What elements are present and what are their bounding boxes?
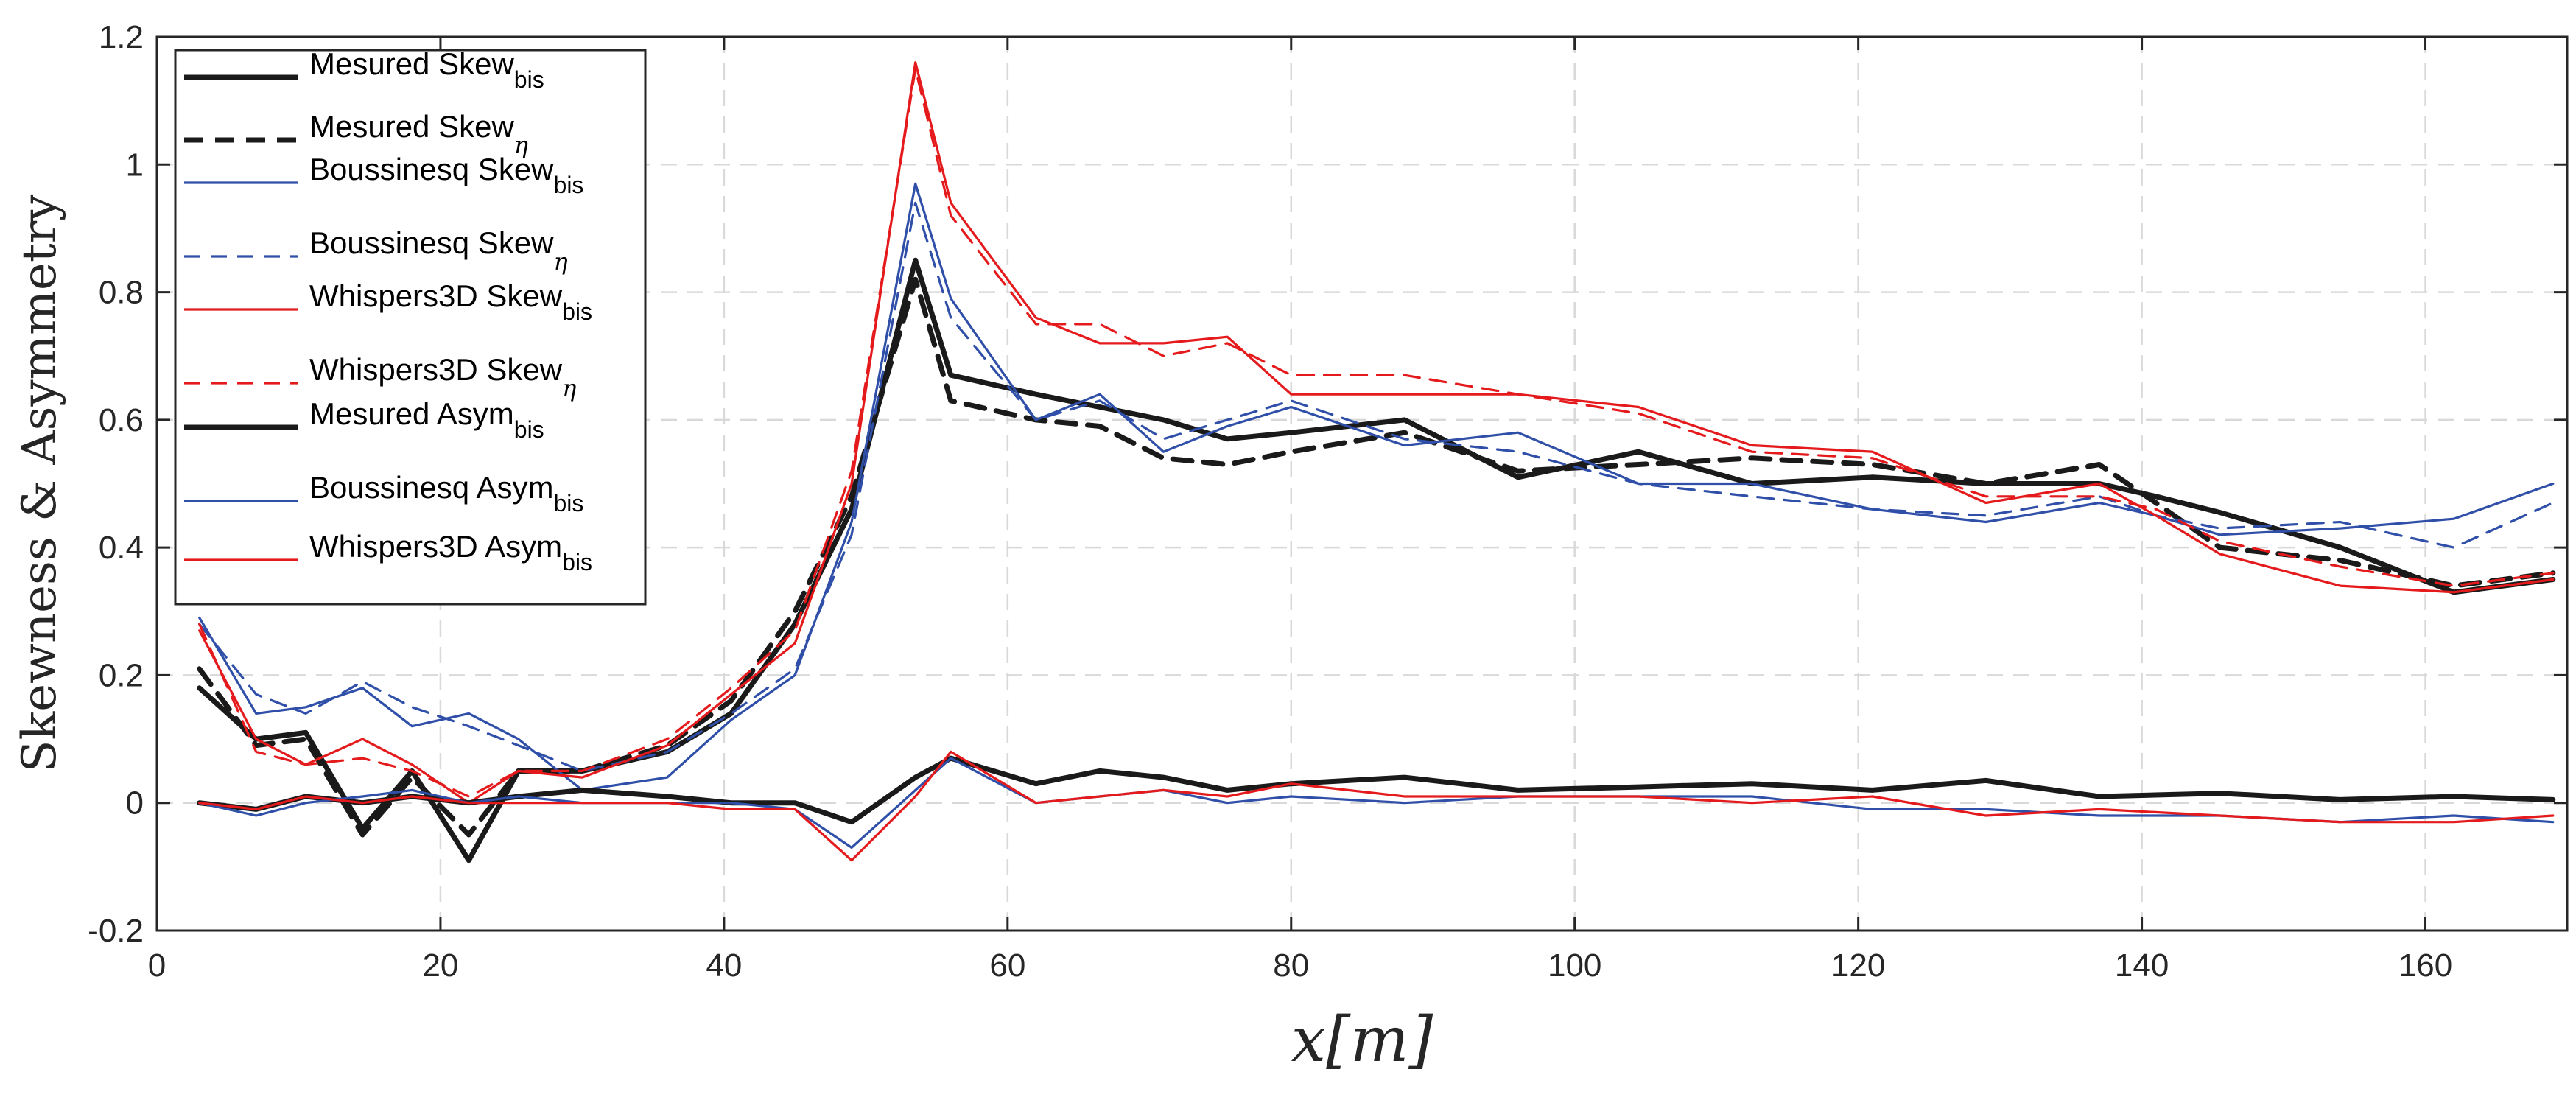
series-lines	[197, 61, 2556, 863]
legend-label-5: Whispers3D Skewη	[309, 352, 576, 402]
x-tick-label: 60	[989, 947, 1025, 984]
legend-label-7: Boussinesq Asymbis	[309, 470, 583, 516]
y-tick-label: 0.8	[99, 275, 144, 311]
x-tick-label: 100	[1548, 947, 1601, 984]
legend-label-3: Boussinesq Skewη	[309, 225, 568, 276]
series-line-3	[198, 201, 2555, 773]
y-tick-label: 0	[126, 785, 144, 822]
x-tick-label: 120	[1831, 947, 1885, 984]
x-tick-label: 40	[706, 947, 742, 984]
x-tick-label: 80	[1273, 947, 1309, 984]
legend-label-0: Mesured Skewbis	[309, 46, 544, 93]
series-line-8	[198, 750, 2555, 862]
y-tick-label: 0.6	[99, 402, 144, 438]
y-tick-label: 1.2	[99, 19, 144, 55]
y-tick-label: 0.4	[99, 530, 144, 566]
x-tick-label: 140	[2115, 947, 2169, 984]
x-axis-title: x[m]	[1291, 1003, 1433, 1076]
legend-label-8: Whispers3D Asymbis	[309, 529, 592, 575]
y-tick-label: -0.2	[88, 913, 144, 949]
series-line-2	[198, 182, 2555, 792]
y-tick-label: 0.2	[99, 657, 144, 693]
x-tick-label: 0	[148, 947, 166, 984]
x-axis-ticks: 0 20 40 60 80 100 120 140 160	[148, 37, 2452, 984]
legend-label-4: Whispers3D Skewbis	[309, 278, 592, 325]
series-line-1	[197, 276, 2556, 838]
legend-label-6: Mesured Asymbis	[309, 396, 544, 443]
series-line-5	[198, 67, 2555, 798]
legend-label-2: Boussinesq Skewbis	[309, 152, 583, 198]
plot-frame	[155, 35, 2569, 932]
y-axis-ticks: -0.2 0 0.2 0.4 0.6 0.8 1 1.2	[88, 19, 2567, 949]
x-tick-label: 20	[422, 947, 458, 984]
legend-label-1: Mesured Skewη	[309, 109, 528, 159]
y-tick-label: 1	[126, 147, 144, 183]
x-tick-label: 160	[2398, 947, 2452, 984]
y-axis-title: Skewness & Asymmetry	[13, 195, 67, 773]
